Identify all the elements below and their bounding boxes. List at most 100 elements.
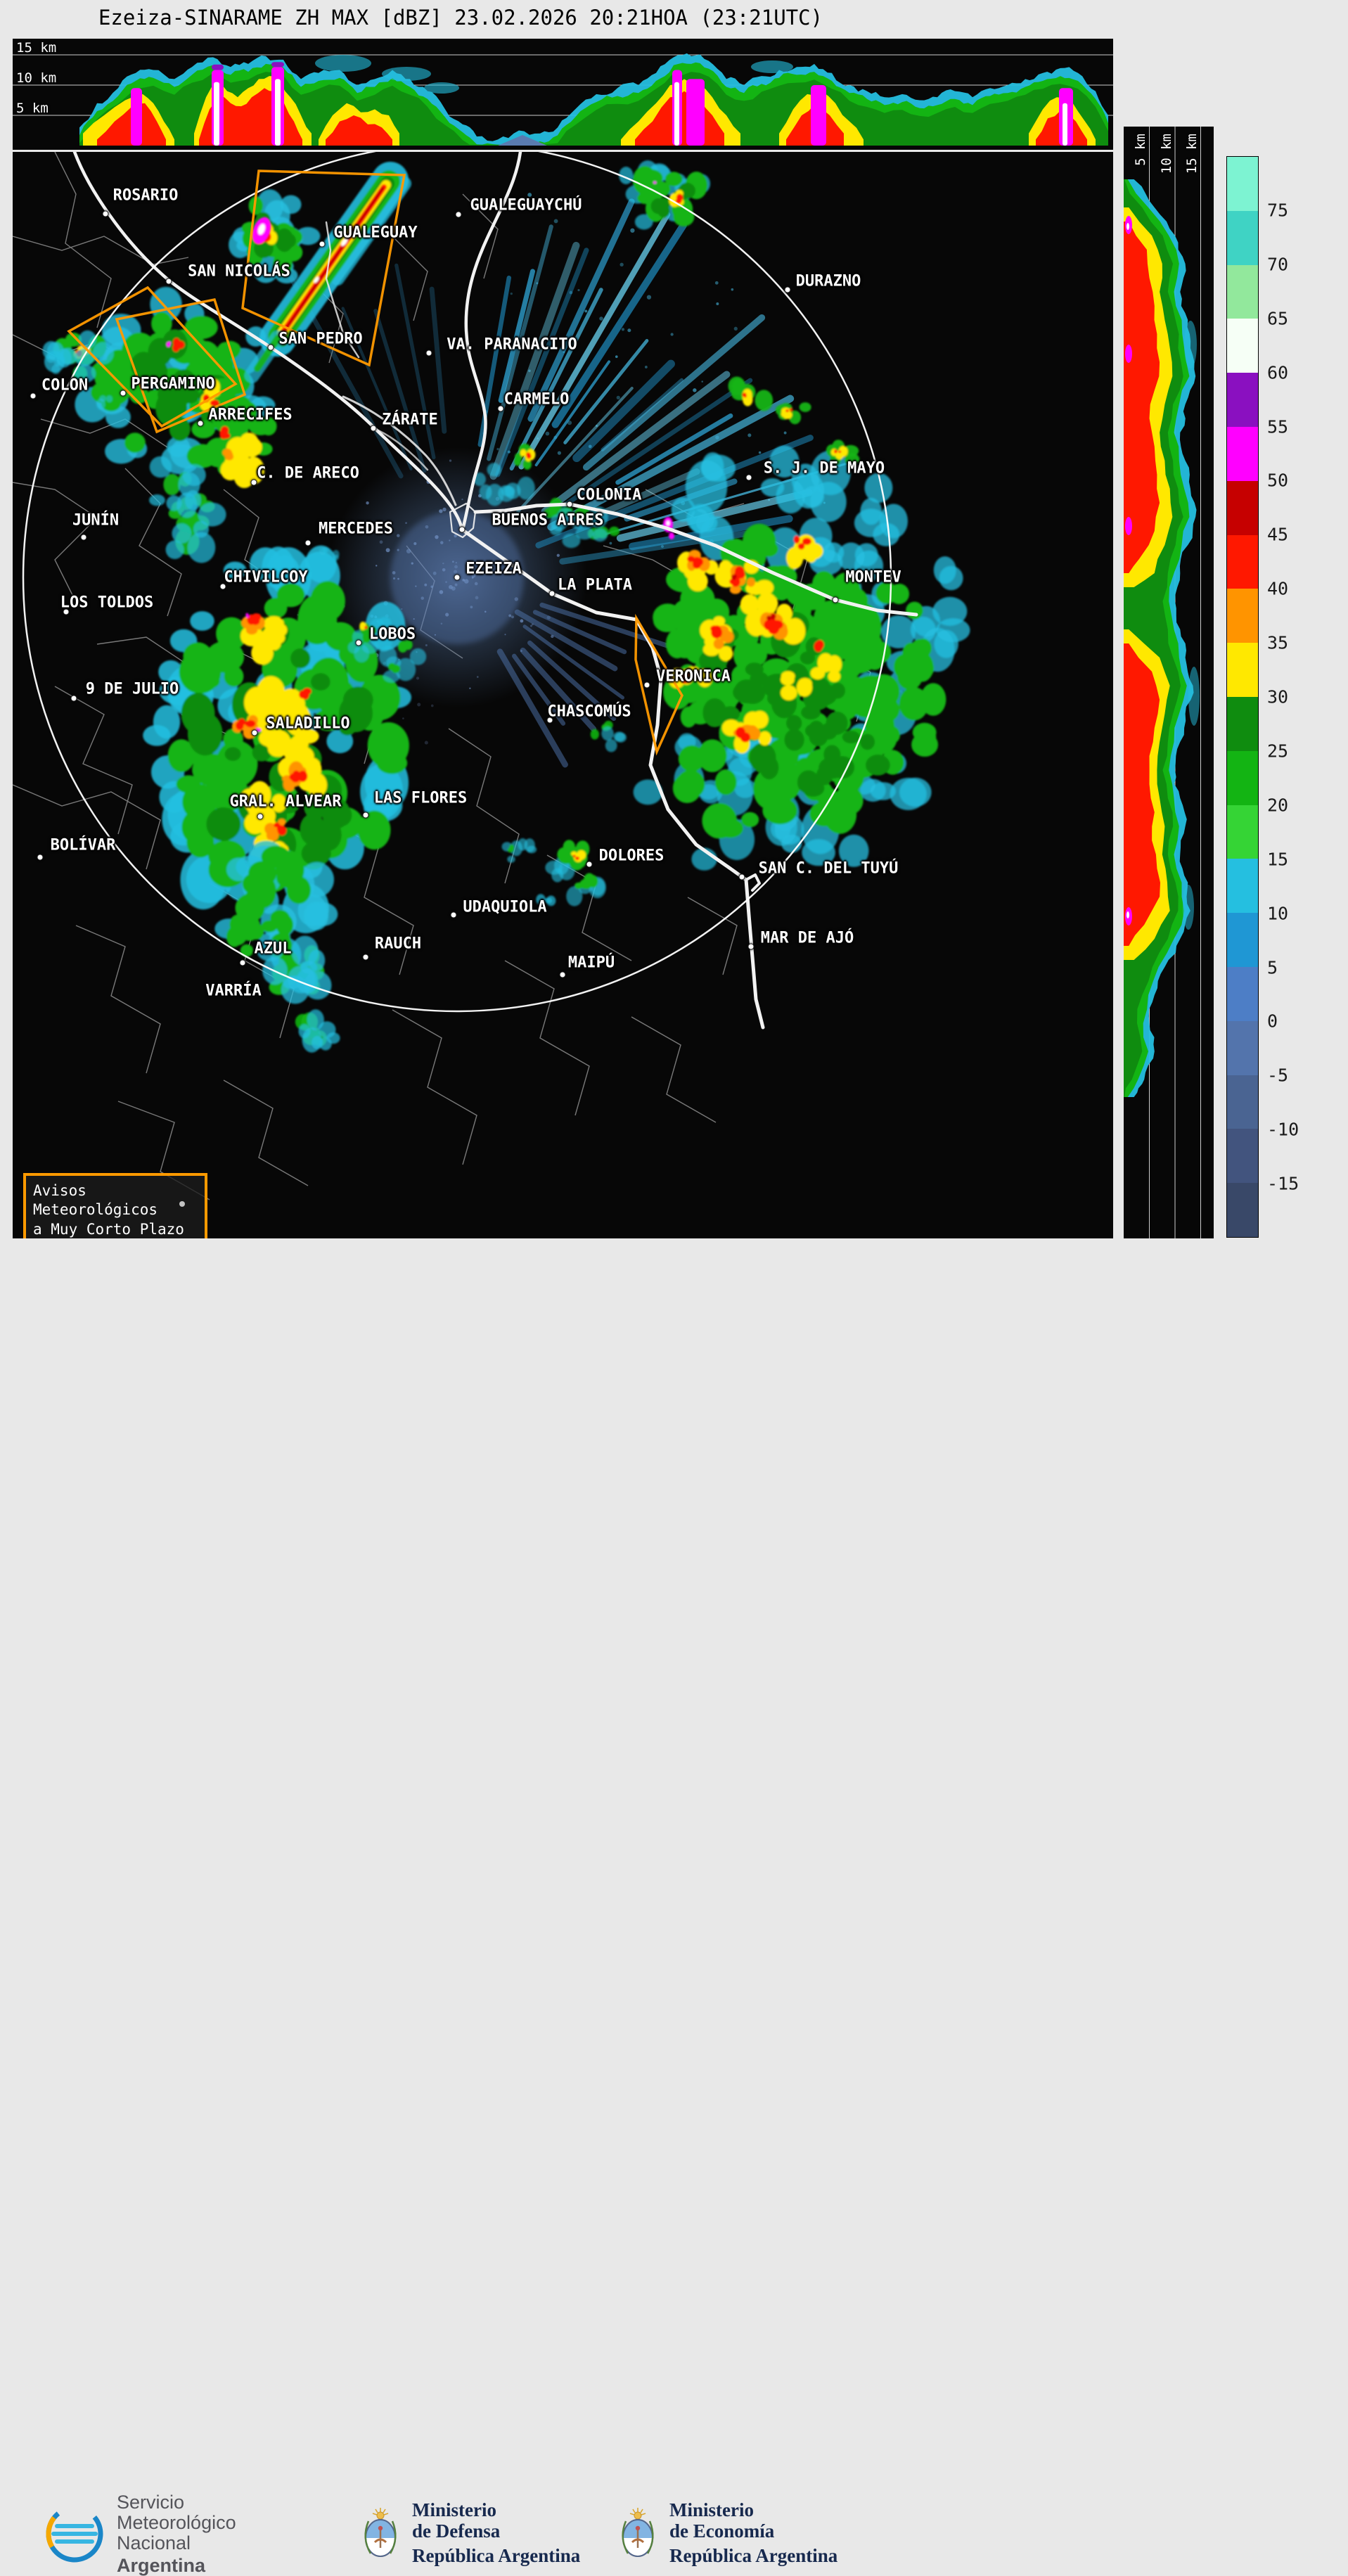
city-label: BUENOS AIRES: [492, 511, 604, 530]
city-dot: [586, 861, 593, 868]
smn-name-line2: Meteorológico: [117, 2511, 236, 2533]
footer: Servicio Meteorológico Nacional Argentin…: [0, 1238, 1348, 2575]
city-dot: [738, 873, 745, 880]
ministry-line1: Ministerio: [669, 2499, 754, 2520]
city-dot: [120, 390, 127, 397]
city-label: MERCEDES: [319, 520, 393, 538]
smn-logo-icon: [46, 2505, 103, 2563]
colorbar-tick: 45: [1267, 524, 1289, 545]
colorbar-tick: 60: [1267, 362, 1289, 383]
city-dot: [197, 420, 204, 427]
city-dot: [548, 590, 556, 597]
coat-of-arms-icon: [364, 2507, 397, 2557]
warning-polygons: [67, 169, 683, 756]
colorbar-tick: 0: [1267, 1011, 1278, 1032]
smn-name-line1: Servicio: [117, 2492, 185, 2513]
city-dot: [745, 474, 752, 481]
smn-logo-group: Servicio Meteorológico Nacional Argentin…: [44, 2492, 236, 2576]
ministry-line2: de Defensa: [412, 2520, 501, 2542]
city-dot: [458, 526, 466, 533]
city-dot: [747, 943, 755, 950]
city-label: LA PLATA: [558, 576, 632, 594]
ministry-sub: República Argentina: [412, 2545, 581, 2567]
colorbar-segment: [1227, 534, 1258, 589]
city-label: LAS FLORES: [373, 789, 468, 807]
city-label: ZÁRATE: [382, 411, 438, 429]
colorbar-segment: [1227, 1129, 1258, 1184]
city-label: PERGAMINO: [131, 375, 215, 393]
city-label: VERONICA: [656, 667, 731, 686]
colorbar-tick: 40: [1267, 578, 1289, 599]
city-label: EZEIZA: [466, 560, 522, 578]
colorbar-tick: 20: [1267, 795, 1289, 816]
colorbar-segment: [1227, 750, 1258, 805]
side-profile-plot: [1124, 127, 1201, 1238]
city-dot: [355, 639, 362, 646]
radar-product: Ezeiza-SINARAME ZH MAX [dBZ] 23.02.2026 …: [0, 6, 1348, 2575]
colorbar-tick: 35: [1267, 632, 1289, 653]
city-label: MAR DE AJÓ: [760, 929, 854, 947]
city-label: ROSARIO: [113, 186, 179, 205]
city-dot: [250, 479, 257, 486]
ministry-sub: República Argentina: [669, 2545, 838, 2567]
colorbar-tick: 65: [1267, 308, 1289, 329]
ministry-economia-name: Ministerio de Economía República Argenti…: [669, 2499, 837, 2567]
colorbar-tick: 15: [1267, 849, 1289, 870]
radar-map: ROSARIO GUALEGUAYCHÚ GUALEGUAY SAN NICOLÁS D…: [13, 152, 1113, 1238]
warning-legend-line1: Avisos Meteorológicos: [33, 1182, 158, 1219]
ministry-economia-logo-group: Ministerio de Economía República Argenti…: [617, 2499, 837, 2567]
height-label: 5 km: [1133, 134, 1148, 166]
colorbar-tick: 55: [1267, 416, 1289, 437]
city-dot: [319, 241, 326, 248]
city-label: S. J. DE MAYO: [763, 459, 885, 478]
ministry-line2: de Economía: [669, 2520, 775, 2542]
colorbar-tick: 5: [1267, 957, 1278, 978]
city-dot: [362, 954, 369, 961]
colorbar-ticks: 75 70 65 60 55 50 45 40 35 30 25 20 15 10 5 0 -5 -10 -15: [1226, 156, 1332, 1238]
city-label: SALADILLO: [266, 715, 350, 733]
city-label: BOLÍVAR: [50, 836, 116, 854]
colorbar-segment: [1227, 859, 1258, 914]
storm-streak: [244, 162, 411, 383]
city-dot: [832, 596, 839, 603]
city-dot: [425, 350, 432, 357]
smn-name-line3: Nacional: [117, 2532, 191, 2553]
colorbar-tick: 75: [1267, 200, 1289, 221]
coat-of-arms-icon: [622, 2507, 654, 2557]
city-label: RAUCH: [374, 935, 422, 953]
colorbar-segment: [1227, 1183, 1258, 1237]
city-label: DURAZNO: [795, 272, 861, 290]
city-label: GRAL. ALVEAR: [229, 793, 342, 811]
top-cross-section-panel: 15 km 10 km 5 km: [13, 39, 1113, 150]
city-label: DOLORES: [598, 847, 665, 865]
city-dot: [362, 812, 369, 819]
city-dot: [546, 717, 553, 724]
city-dot: [102, 210, 109, 217]
colorbar-segment: [1227, 157, 1258, 211]
colorbar-segment: [1227, 1020, 1258, 1075]
city-label: JUNÍN: [72, 511, 120, 530]
colorbar-segment: [1227, 210, 1258, 265]
colorbar-segment: [1227, 643, 1258, 697]
colorbar-segment: [1227, 913, 1258, 967]
city-label: MONTEV: [845, 568, 901, 587]
warning-legend: Avisos Meteorológicos a Muy Corto Plazo: [23, 1173, 207, 1238]
range-circle: [22, 152, 892, 1013]
side-cross-section-panel: 5 km 10 km 15 km: [1124, 127, 1214, 1238]
colorbar-tick: 70: [1267, 254, 1289, 275]
city-label: GUALEGUAYCHÚ: [470, 196, 582, 214]
city-label: SAN NICOLÁS: [188, 262, 290, 281]
city-label: LOBOS: [368, 625, 416, 643]
colorbar-tick: 50: [1267, 470, 1289, 491]
radar-echoes: [42, 160, 970, 1053]
colorbar-segment: [1227, 1075, 1258, 1129]
city-label: C. DE ARECO: [257, 464, 359, 482]
smn-name: Servicio Meteorológico Nacional Argentin…: [117, 2492, 236, 2576]
height-label: 10 km: [16, 70, 57, 86]
city-dot: [165, 278, 172, 285]
city-dot: [454, 574, 461, 581]
city-dot: [497, 405, 504, 412]
colorbar-segment: [1227, 426, 1258, 481]
city-dot: [219, 583, 226, 590]
ministry-defensa-name: Ministerio de Defensa República Argentin…: [412, 2499, 580, 2567]
